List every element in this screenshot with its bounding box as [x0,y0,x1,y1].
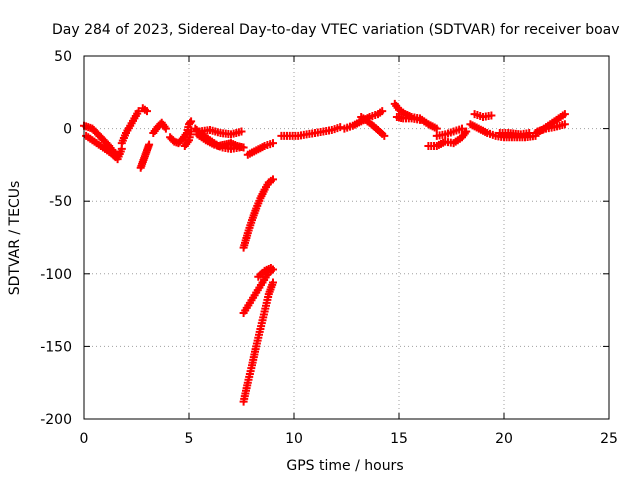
data-point [416,115,424,124]
data-point [269,175,277,184]
data-point [161,124,170,133]
data-point [237,127,246,136]
x-tick-label: 0 [80,431,89,447]
data-point [186,118,195,127]
data-point [432,124,441,133]
data-point [380,131,389,140]
y-tick-label: 50 [54,49,72,65]
y-tick-label: -150 [40,339,72,355]
data-point [235,143,244,152]
data-point [143,107,151,116]
plot-frame [83,55,610,420]
y-axis-label: SDTVAR / TECUs [7,181,23,296]
x-tick-label: 25 [600,431,618,447]
x-tick-label: 10 [285,431,303,447]
data-point [487,111,496,120]
x-tick-label: 20 [495,431,513,447]
data-point [378,107,387,116]
data-point [269,278,277,287]
y-tick-label: 0 [63,122,72,138]
data-point [145,140,154,149]
data-point [187,127,196,136]
data-point [336,123,345,132]
y-tick-label: -200 [40,412,72,428]
y-tick-label: -100 [40,267,72,283]
data-point [187,117,196,126]
data-point [560,110,569,119]
x-axis-label: GPS time / hours [286,458,403,474]
data-point [458,124,466,133]
data-point [560,120,569,129]
x-tick-label: 5 [185,431,194,447]
chart-title: Day 284 of 2023, Sidereal Day-to-day VTE… [52,22,620,38]
x-tick-label: 15 [390,431,408,447]
data-point [269,139,277,148]
y-tick-label: -50 [49,194,72,210]
data-point [266,263,275,272]
data-point [462,127,471,136]
data-point [134,107,143,116]
